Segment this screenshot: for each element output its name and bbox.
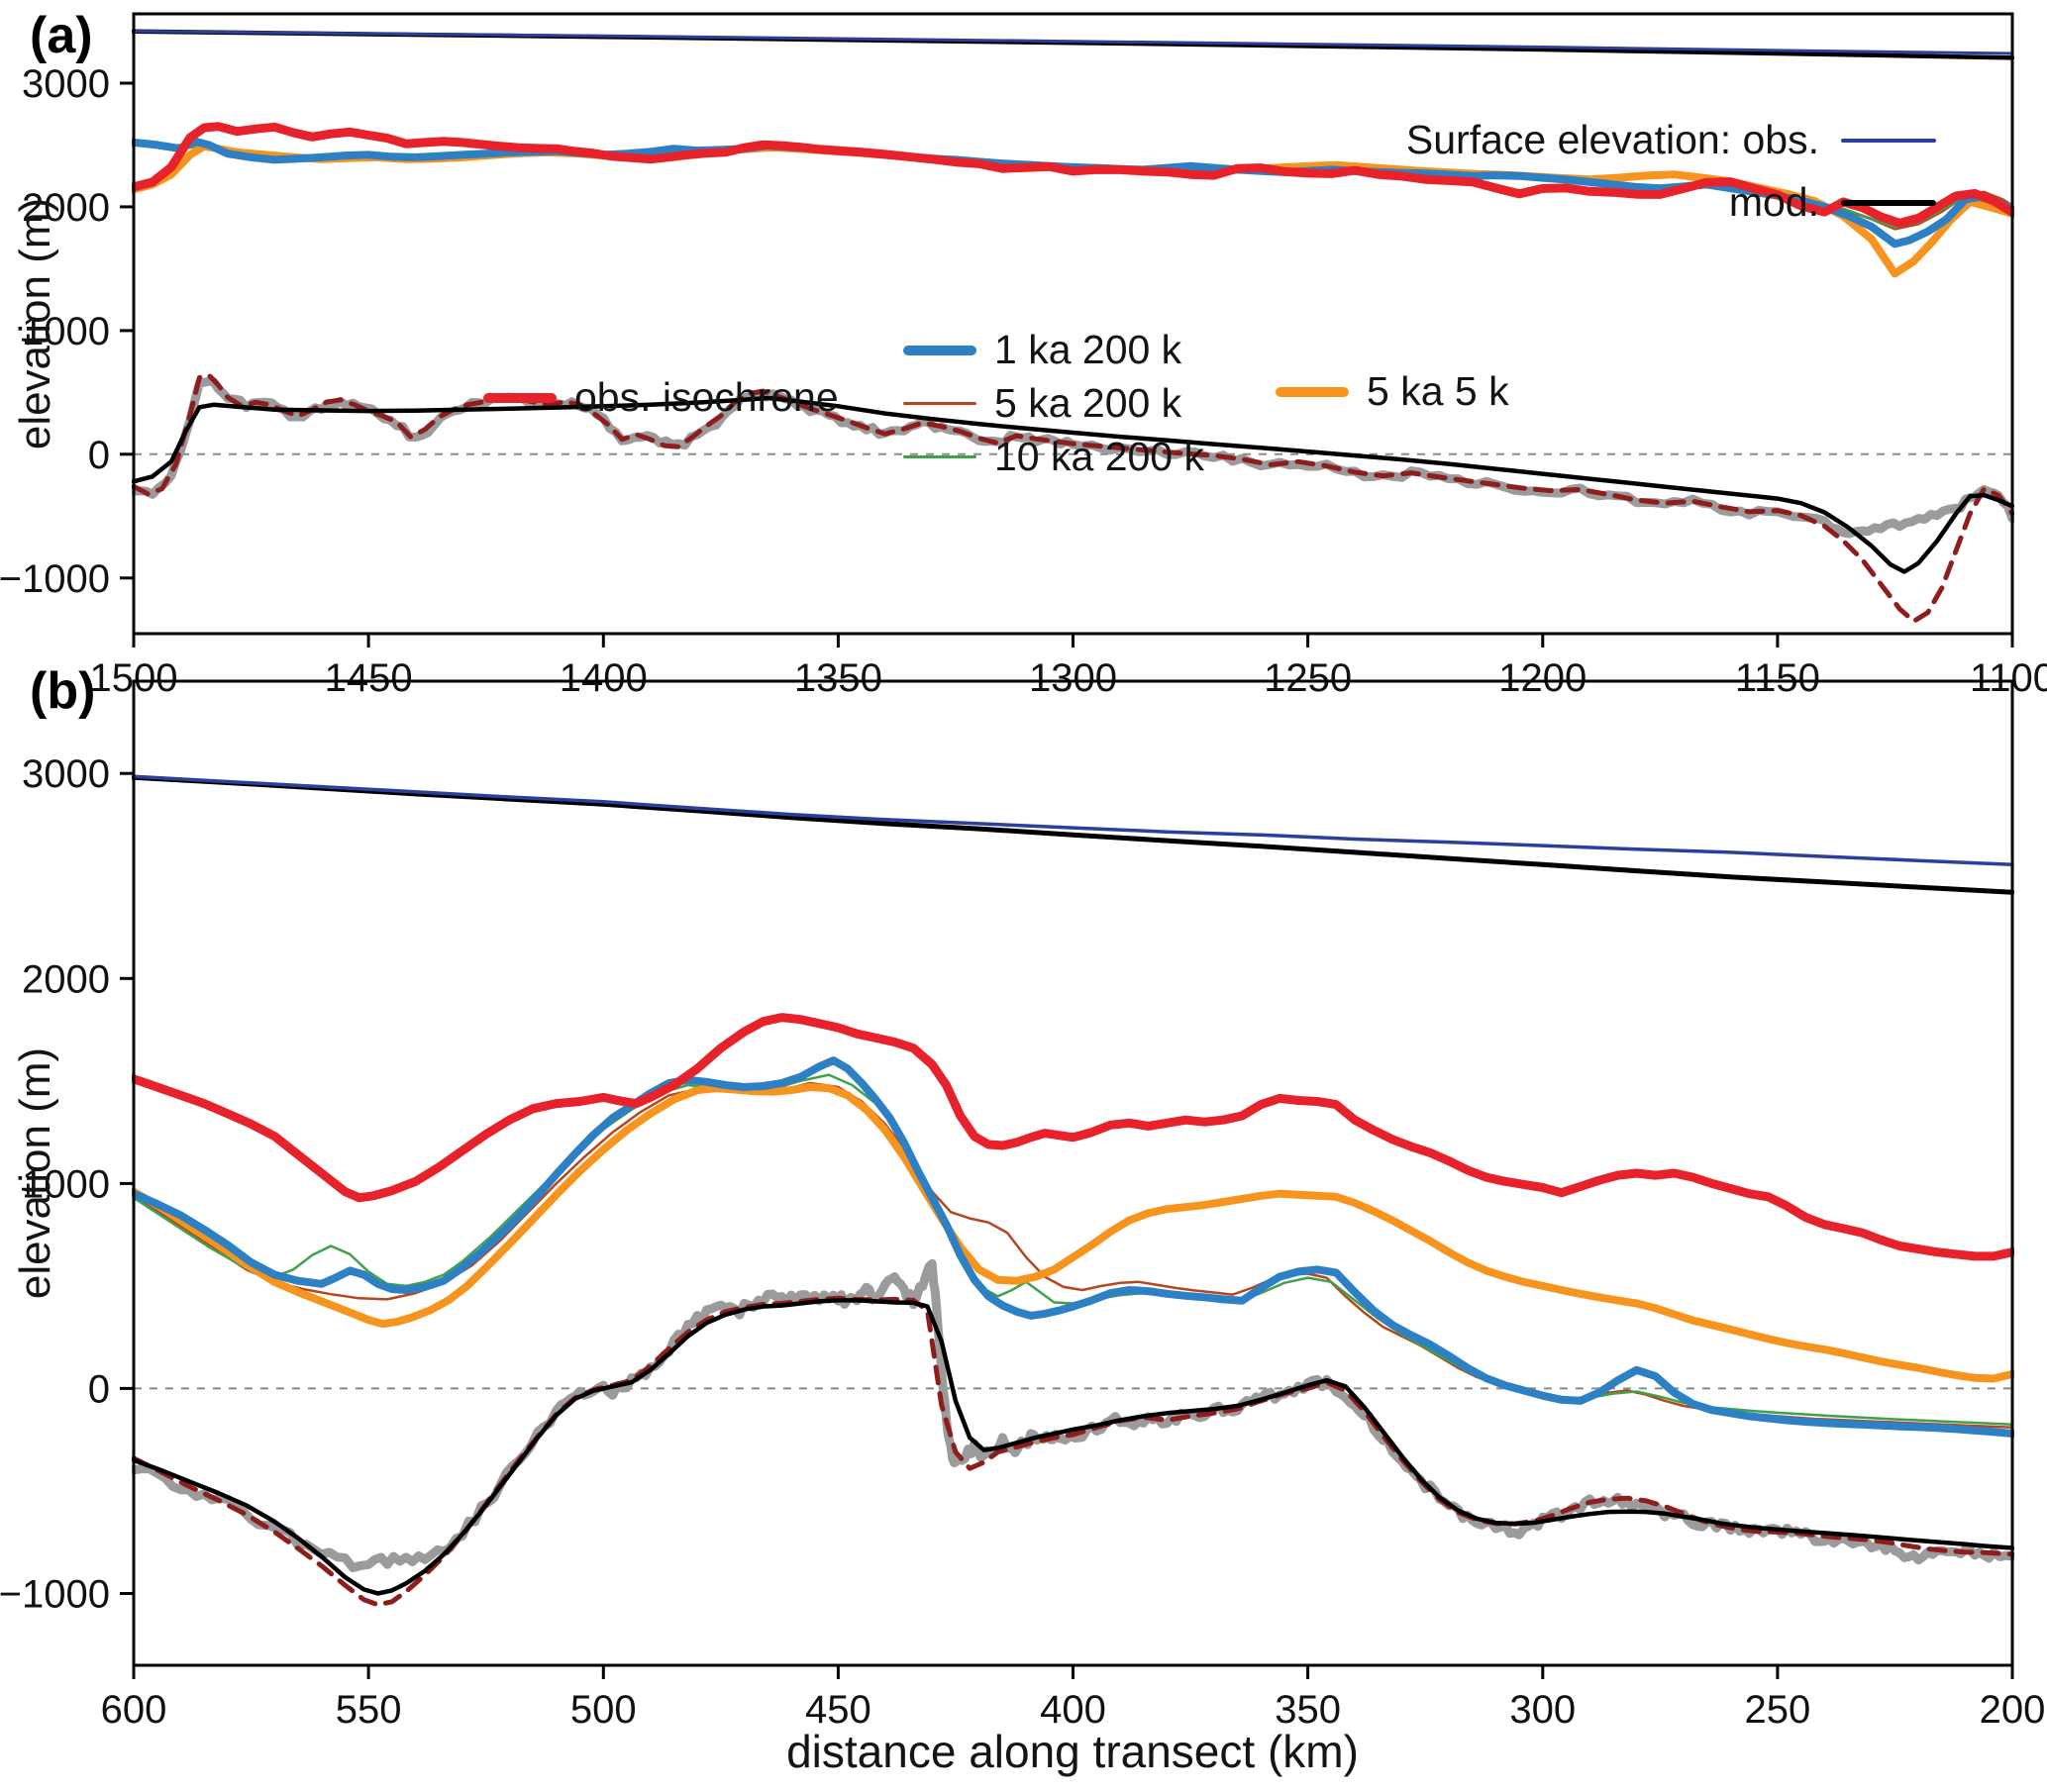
legend-iso-5ka5k-line bbox=[1276, 386, 1349, 397]
panel-b-label: (b) bbox=[30, 662, 96, 720]
legend-surface-obs-label: Surface elevation: obs. bbox=[1405, 117, 1819, 162]
legend-iso-5ka-label: 5 ka 200 k bbox=[994, 380, 1182, 426]
legend-iso-10ka-line bbox=[903, 455, 976, 458]
legend-iso-5ka-line bbox=[903, 402, 976, 405]
y-tick-label: −1000 bbox=[0, 1573, 110, 1617]
x-tick-label: 600 bbox=[101, 1688, 167, 1732]
x-tick-label: 500 bbox=[570, 1688, 637, 1732]
x-axis-label: distance along transect (km) bbox=[786, 1726, 1359, 1777]
panel-a: 1500 1450 1400 1350 1300 1250 1200 1150 11003000… bbox=[0, 12, 2047, 700]
x-tick-label: 1450 bbox=[325, 656, 413, 700]
surface-legend: Surface elevation: obs. mod. bbox=[1406, 117, 1936, 226]
legend-iso-10ka: 10 ka 200 k bbox=[903, 434, 1204, 480]
series-obs-isochrone bbox=[132, 122, 2014, 228]
x-tick-label: 550 bbox=[336, 1688, 402, 1732]
legend-obs-isochrone-line bbox=[483, 392, 557, 403]
y-tick-label: 1000 bbox=[22, 1162, 110, 1206]
series-bed-obs-gray bbox=[132, 376, 2014, 539]
x-tick-label: 450 bbox=[805, 1688, 871, 1732]
x-tick-label: 300 bbox=[1509, 1688, 1576, 1732]
series-surface-obs bbox=[132, 30, 2014, 55]
legend-surface-mod: mod. bbox=[1729, 179, 1936, 226]
x-tick-label: 1400 bbox=[560, 656, 648, 700]
x-tick-label: 250 bbox=[1745, 1688, 1811, 1732]
series-iso-10ka-200k bbox=[132, 1073, 2014, 1426]
series-bed-mod bbox=[132, 1298, 2014, 1596]
x-tick-label: 200 bbox=[1980, 1688, 2046, 1732]
x-tick-label: 1250 bbox=[1264, 656, 1352, 700]
series-bed-obs-dashed bbox=[132, 372, 2014, 624]
series-iso-1ka-200k bbox=[132, 1056, 2014, 1438]
y-tick-label: 2000 bbox=[22, 186, 110, 230]
x-tick-label: 1100 bbox=[1970, 656, 2047, 700]
y-tick-label: 0 bbox=[88, 1367, 110, 1411]
x-tick-label: 1200 bbox=[1498, 656, 1586, 700]
legend-iso-5ka5k: 5 ka 5 k bbox=[1276, 368, 1509, 415]
legend-iso-10ka-label: 10 ka 200 k bbox=[994, 434, 1204, 479]
legend-obs-isochrone-label: obs. isochrone bbox=[574, 374, 839, 420]
legend-surface-mod-line bbox=[1841, 199, 1936, 206]
legend-iso-1ka-line bbox=[903, 345, 976, 355]
panel-a-label: (a) bbox=[30, 7, 93, 64]
y-axis-label-b: elevation (m) bbox=[11, 1046, 59, 1300]
series-surface-obs bbox=[132, 774, 2014, 867]
y-axis-label-a: elevation (m) bbox=[11, 197, 59, 450]
y-tick-label: 3000 bbox=[22, 62, 110, 106]
y-tick-label: −1000 bbox=[0, 557, 110, 601]
legend-surface-obs-line bbox=[1841, 138, 1936, 143]
legend-surface-obs: Surface elevation: obs. bbox=[1406, 117, 1936, 163]
panel-b: 600 550 500 450 400 350 300 250 200 3000 2000 1000 0… bbox=[0, 679, 2046, 1732]
series-iso-5ka-5k bbox=[132, 1083, 2014, 1383]
legend-obs-isochrone: obs. isochrone bbox=[483, 374, 839, 421]
series-bed-mod bbox=[132, 395, 2014, 574]
plot-border bbox=[132, 12, 2014, 636]
legend-iso-5ka: 5 ka 200 k bbox=[903, 380, 1181, 427]
x-tick-label: 1350 bbox=[794, 656, 882, 700]
legend-iso-5ka5k-label: 5 ka 5 k bbox=[1367, 368, 1509, 414]
legend-iso-1ka-label: 1 ka 200 k bbox=[994, 327, 1182, 372]
x-tick-label: 400 bbox=[1040, 1688, 1106, 1732]
series-obs-isochrone bbox=[132, 1013, 2014, 1261]
y-tick-label: 1000 bbox=[22, 310, 110, 353]
y-tick-label: 2000 bbox=[22, 957, 110, 1001]
series-surface-mod bbox=[132, 774, 2014, 895]
legend-iso-1ka: 1 ka 200 k bbox=[903, 327, 1181, 373]
x-tick-label: 1300 bbox=[1029, 656, 1117, 700]
y-tick-label: 0 bbox=[88, 434, 110, 477]
legend-surface-mod-label: mod. bbox=[1728, 179, 1819, 225]
y-tick-label: 3000 bbox=[22, 752, 110, 796]
x-tick-label: 1150 bbox=[1735, 656, 1820, 700]
x-tick-label: 350 bbox=[1275, 1688, 1341, 1732]
